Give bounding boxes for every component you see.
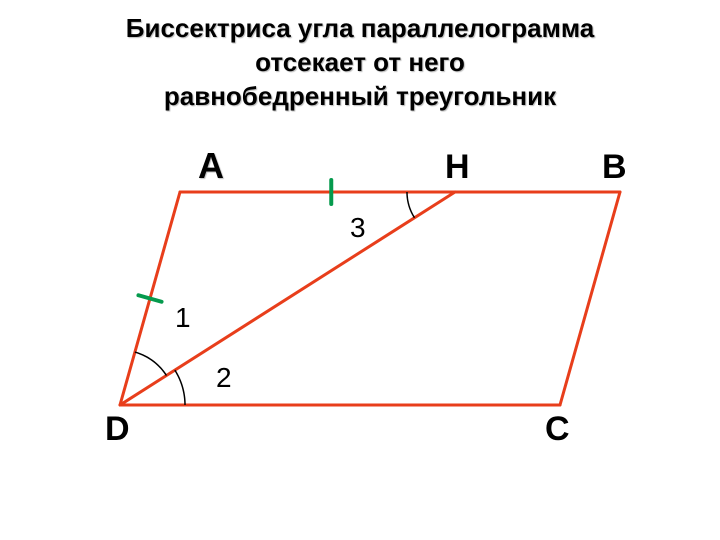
- vertex-label-C: C: [545, 410, 570, 449]
- geometry-diagram: [0, 0, 720, 540]
- angle-arc-2: [407, 192, 414, 218]
- angle-arc-1: [175, 370, 185, 405]
- angle-label-2: 2: [216, 362, 232, 394]
- vertex-label-A: A: [198, 145, 224, 187]
- angle-label-1: 1: [175, 302, 191, 334]
- vertex-label-H: H: [445, 148, 470, 187]
- edge-B-C: [560, 192, 620, 405]
- angle-label-3: 3: [350, 212, 366, 244]
- vertex-label-B: B: [602, 148, 627, 187]
- angle-arc-0: [135, 352, 167, 375]
- vertex-label-D: D: [105, 410, 130, 449]
